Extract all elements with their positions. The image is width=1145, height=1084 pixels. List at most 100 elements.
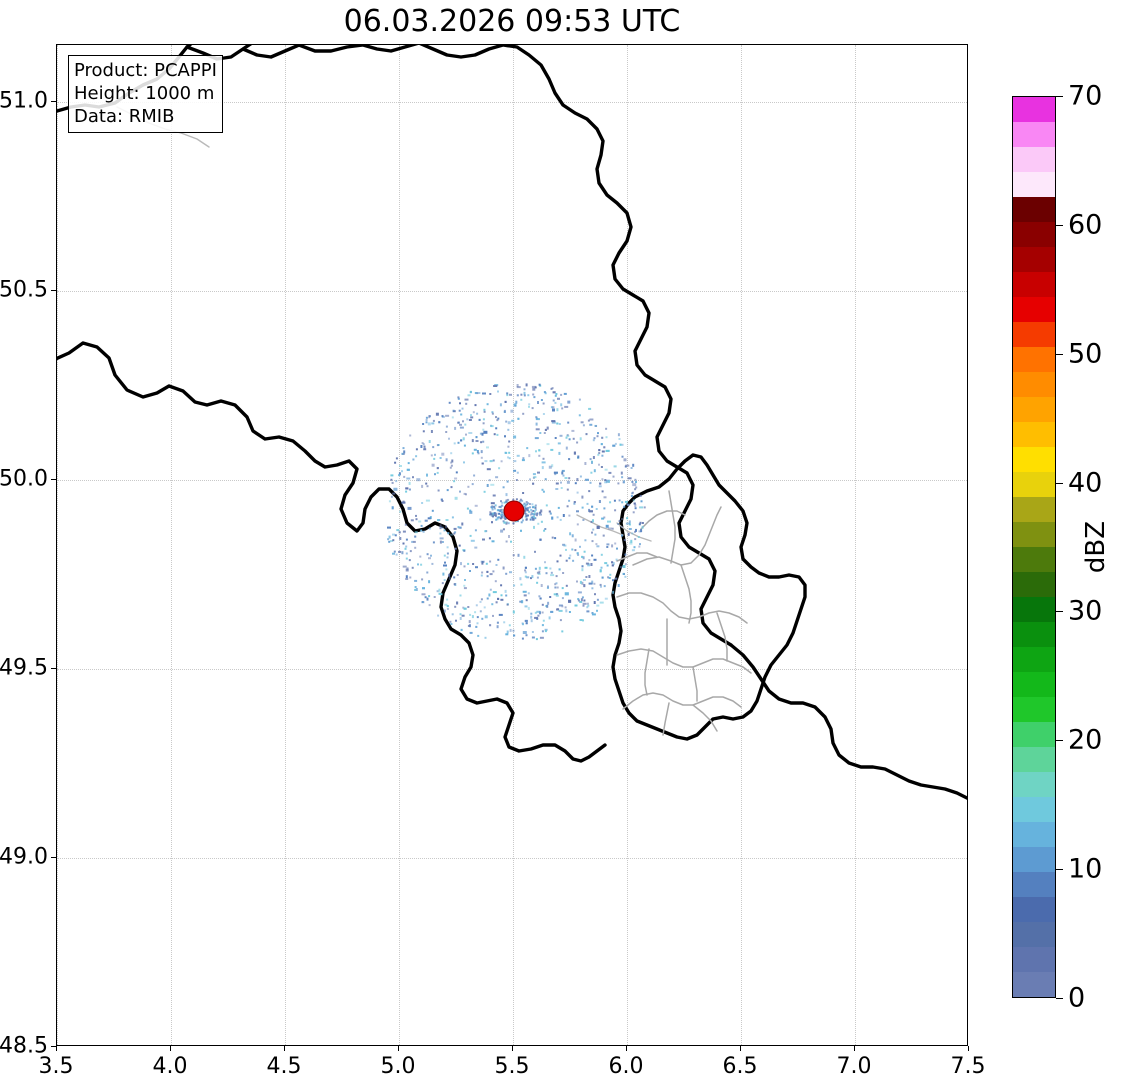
colorbar-tick-mark: [1056, 998, 1063, 999]
radar-site-marker[interactable]: [503, 500, 525, 522]
gridline-horizontal: [57, 101, 967, 103]
colorbar-band: [1013, 622, 1055, 647]
colorbar-tick-mark: [1056, 869, 1063, 871]
colorbar-band: [1013, 497, 1055, 522]
colorbar-band: [1013, 947, 1055, 972]
colorbar-tick-mark: [1056, 611, 1063, 613]
colorbar-band: [1013, 797, 1055, 822]
colorbar-band: [1013, 747, 1055, 772]
colorbar-band: [1013, 772, 1055, 797]
x-tick-mark: [512, 1046, 513, 1051]
colorbar-tick-label: 60: [1068, 209, 1103, 241]
x-tick-label: 5.0: [380, 1054, 416, 1079]
info-height-line: Height: 1000 m: [74, 83, 215, 104]
colorbar-tick-label: 50: [1068, 338, 1103, 370]
colorbar-tick-label: 30: [1068, 595, 1103, 627]
gridline-horizontal: [57, 479, 967, 481]
x-tick-label: 4.0: [152, 1054, 188, 1079]
colorbar-tick-mark: [1056, 224, 1063, 226]
colorbar-band: [1013, 547, 1055, 572]
x-tick-label: 6.5: [722, 1054, 758, 1079]
colorbar-band: [1013, 272, 1055, 297]
colorbar-tick-mark: [1056, 96, 1063, 97]
colorbar-band: [1013, 722, 1055, 747]
colorbar-tick-label: 20: [1068, 724, 1103, 756]
colorbar-tick-label: 40: [1068, 467, 1103, 499]
y-tick-label: 51.0: [0, 88, 48, 114]
northern-border-path: [185, 45, 733, 647]
y-tick-label: 50.0: [0, 466, 48, 492]
x-tick-mark: [284, 1046, 285, 1051]
luxembourg-border-path: [611, 453, 807, 741]
colorbar-band: [1013, 897, 1055, 922]
info-data-line: Data: RMIB: [74, 106, 175, 127]
colorbar-band: [1013, 572, 1055, 597]
radar-map-axes[interactable]: Product: PCAPPI Height: 1000 m Data: RMI…: [56, 44, 968, 1046]
info-box: Product: PCAPPI Height: 1000 m Data: RMI…: [68, 55, 223, 133]
colorbar-band: [1013, 197, 1055, 222]
x-tick-mark: [854, 1046, 855, 1051]
gridline-horizontal: [57, 668, 967, 670]
colorbar-band: [1013, 647, 1055, 672]
colorbar-band: [1013, 972, 1055, 997]
colorbar-band: [1013, 147, 1055, 172]
x-tick-label: 6.0: [608, 1054, 644, 1079]
colorbar-band: [1013, 222, 1055, 247]
gridline-vertical: [855, 45, 856, 1045]
y-tick-mark: [51, 1046, 56, 1047]
page-title: 06.03.2026 09:53 UTC: [343, 4, 681, 39]
colorbar-band: [1013, 122, 1055, 147]
x-tick-label: 3.5: [38, 1054, 74, 1079]
colorbar-band: [1013, 847, 1055, 872]
colorbar-band: [1013, 347, 1055, 372]
colorbar-band: [1013, 297, 1055, 322]
colorbar-band: [1013, 172, 1055, 197]
belgium-border-path: [57, 341, 607, 763]
map-geography-svg: [57, 45, 967, 800]
colorbar-band: [1013, 822, 1055, 847]
colorbar-tick-mark: [1056, 740, 1063, 742]
colorbar-band: [1013, 97, 1055, 122]
colorbar-tick-label: 70: [1068, 80, 1103, 112]
colorbar-band: [1013, 447, 1055, 472]
colorbar-band: [1013, 597, 1055, 622]
x-tick-mark: [968, 1046, 969, 1051]
colorbar-band: [1013, 372, 1055, 397]
gridline-vertical: [399, 45, 400, 1045]
info-product-line: Product: PCAPPI: [74, 60, 217, 81]
y-tick-label: 48.5: [0, 1033, 48, 1059]
colorbar-band: [1013, 697, 1055, 722]
colorbar-unit-label: dBZ: [1081, 520, 1111, 574]
luxembourg-cantons-group: [616, 490, 752, 736]
y-tick-mark: [51, 478, 56, 480]
x-tick-label: 4.5: [266, 1054, 302, 1079]
gridline-vertical: [627, 45, 628, 1045]
y-tick-mark: [51, 856, 56, 858]
colorbar-band: [1013, 922, 1055, 947]
colorbar-tick-mark: [1056, 353, 1063, 355]
y-tick-label: 49.5: [0, 655, 48, 681]
colorbar-band: [1013, 672, 1055, 697]
map-canvas: Product: PCAPPI Height: 1000 m Data: RMI…: [57, 45, 967, 1045]
colorbar-tick-label: 10: [1068, 853, 1103, 885]
x-tick-mark: [626, 1046, 627, 1051]
gridline-vertical: [57, 45, 58, 1045]
colorbar-band: [1013, 472, 1055, 497]
x-tick-mark: [56, 1046, 57, 1051]
colorbar-band: [1013, 522, 1055, 547]
y-tick-mark: [51, 100, 56, 102]
x-tick-label: 7.0: [836, 1054, 872, 1079]
gridline-vertical: [285, 45, 286, 1045]
gridline-horizontal: [57, 857, 967, 859]
x-tick-mark: [398, 1046, 399, 1051]
x-tick-label: 5.5: [494, 1054, 530, 1079]
colorbar-band: [1013, 422, 1055, 447]
gridline-vertical: [171, 45, 172, 1045]
x-tick-label: 7.5: [950, 1054, 986, 1079]
colorbar-band: [1013, 397, 1055, 422]
colorbar-tick-label: 0: [1068, 982, 1086, 1014]
colorbar-tick-mark: [1056, 482, 1063, 484]
colorbar-band: [1013, 872, 1055, 897]
y-tick-label: 50.5: [0, 277, 48, 303]
colorbar[interactable]: [1012, 96, 1056, 998]
